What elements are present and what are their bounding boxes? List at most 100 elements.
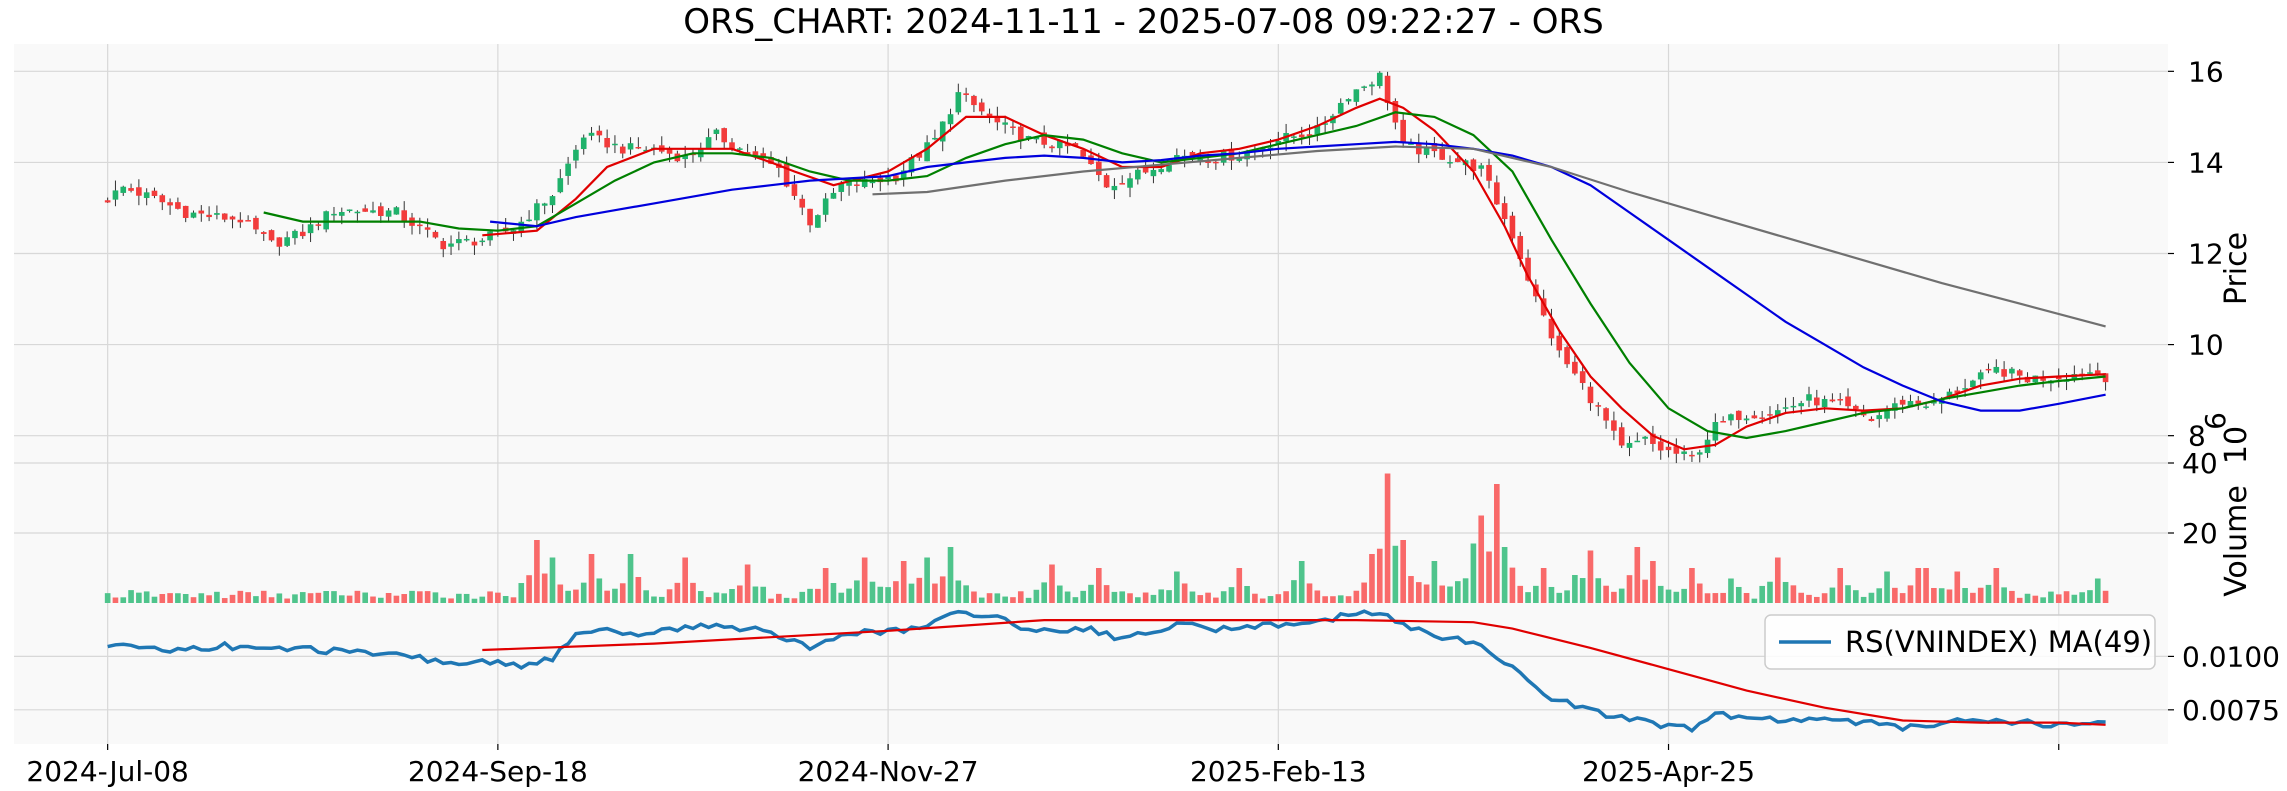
volume-bar xyxy=(838,592,845,603)
volume-bar xyxy=(2016,597,2023,603)
volume-bar xyxy=(690,582,696,603)
volume-bar xyxy=(1103,585,1110,603)
volume-bar xyxy=(705,597,712,603)
legend-box[interactable] xyxy=(1764,614,2156,670)
candle-down xyxy=(440,240,447,250)
volume-bar xyxy=(1454,581,1461,603)
volume-bar xyxy=(2001,587,2007,603)
candle-up xyxy=(885,176,891,179)
volume-bar xyxy=(1899,593,1906,603)
volume-bar xyxy=(1337,595,1344,603)
volume-bar xyxy=(854,580,860,603)
volume-bar xyxy=(1689,568,1695,603)
volume-bar xyxy=(1189,591,1196,603)
volume-bar xyxy=(2079,592,2085,603)
candle-down xyxy=(791,184,798,196)
volume-bar xyxy=(206,595,212,603)
volume-bar xyxy=(1876,588,1883,603)
volume-bar xyxy=(518,583,525,603)
volume-bar xyxy=(1813,596,1820,603)
volume-bar xyxy=(1033,589,1040,603)
candle-down xyxy=(1673,446,1680,454)
candle-up xyxy=(1150,169,1157,177)
volume-bar xyxy=(1712,593,1719,603)
rs-tick-label: 0.0100 xyxy=(2182,640,2280,673)
candle-down xyxy=(424,227,431,230)
volume-bar xyxy=(2040,597,2046,603)
candle-up xyxy=(307,224,314,234)
candle-up xyxy=(955,92,962,113)
candle-down xyxy=(1556,335,1563,351)
volume-bar xyxy=(1010,597,1016,603)
candle-down xyxy=(377,206,384,216)
candle-up xyxy=(1884,410,1890,419)
candle-up xyxy=(869,181,876,184)
volume-bar xyxy=(2032,595,2039,603)
candle-down xyxy=(151,190,158,196)
volume-bar xyxy=(986,593,993,603)
candle-down xyxy=(159,195,166,203)
candle-down xyxy=(1572,361,1578,374)
candle-down xyxy=(1899,399,1906,405)
candle-down xyxy=(2094,370,2101,376)
candle-down xyxy=(253,217,259,230)
volume-bar xyxy=(1283,591,1289,603)
candle-down xyxy=(916,153,923,158)
candle-down xyxy=(1525,257,1531,281)
legend[interactable]: RS(VNINDEX) MA(49) xyxy=(1764,614,2156,670)
candle-up xyxy=(1798,403,1805,407)
candle-down xyxy=(1205,161,1211,164)
candle-up xyxy=(1712,422,1719,441)
candle-up xyxy=(1345,99,1352,102)
volume-tick-label: 40 xyxy=(2182,447,2218,480)
price-tick-label: 14 xyxy=(2188,146,2224,179)
volume-bar xyxy=(487,591,493,603)
candle-up xyxy=(1946,391,1953,397)
volume-bar xyxy=(237,590,244,603)
volume-bar xyxy=(1892,587,1898,603)
price-tick-label: 8 xyxy=(2188,420,2206,453)
volume-bar xyxy=(385,592,392,603)
candle-up xyxy=(354,211,361,214)
candle-down xyxy=(432,231,439,238)
candle-up xyxy=(900,170,907,179)
volume-bar xyxy=(580,582,587,603)
price-tick-label: 10 xyxy=(2188,329,2224,362)
volume-bar xyxy=(932,583,938,603)
volume-bar xyxy=(1845,585,1851,603)
candle-down xyxy=(1954,390,1961,393)
candle-up xyxy=(1337,102,1344,114)
volume-bar xyxy=(1025,597,1032,603)
volume-bar xyxy=(1267,596,1274,603)
candle-up xyxy=(1977,372,1984,380)
candle-down xyxy=(1049,146,1055,149)
volume-bar xyxy=(869,581,876,603)
volume-bar xyxy=(1759,585,1765,603)
volume-bar xyxy=(635,577,642,603)
volume-bar xyxy=(1564,590,1570,603)
volume-bar xyxy=(112,597,119,603)
volume-bar xyxy=(1821,593,1828,603)
candle-down xyxy=(136,187,142,196)
volume-bar xyxy=(1540,568,1547,603)
volume-bar xyxy=(1603,585,1609,603)
candle-down xyxy=(401,210,408,221)
volume-bar xyxy=(1314,590,1321,603)
candle-down xyxy=(1759,417,1765,419)
candle-down xyxy=(2001,369,2007,377)
volume-bar xyxy=(456,593,462,603)
volume-bar xyxy=(1376,548,1383,603)
candle-up xyxy=(1369,84,1375,87)
volume-bar xyxy=(697,591,704,603)
rs-line xyxy=(107,609,2106,734)
volume-bar xyxy=(588,554,595,603)
candle-down xyxy=(2102,373,2109,383)
volume-bar xyxy=(541,573,548,603)
volume-bar xyxy=(276,593,283,603)
volume-bar xyxy=(1696,583,1703,603)
candle-up xyxy=(2032,375,2039,383)
volume-bar xyxy=(1220,591,1227,603)
candle-down xyxy=(1400,119,1406,142)
candle-up xyxy=(1681,451,1687,454)
volume-bar xyxy=(190,597,197,603)
